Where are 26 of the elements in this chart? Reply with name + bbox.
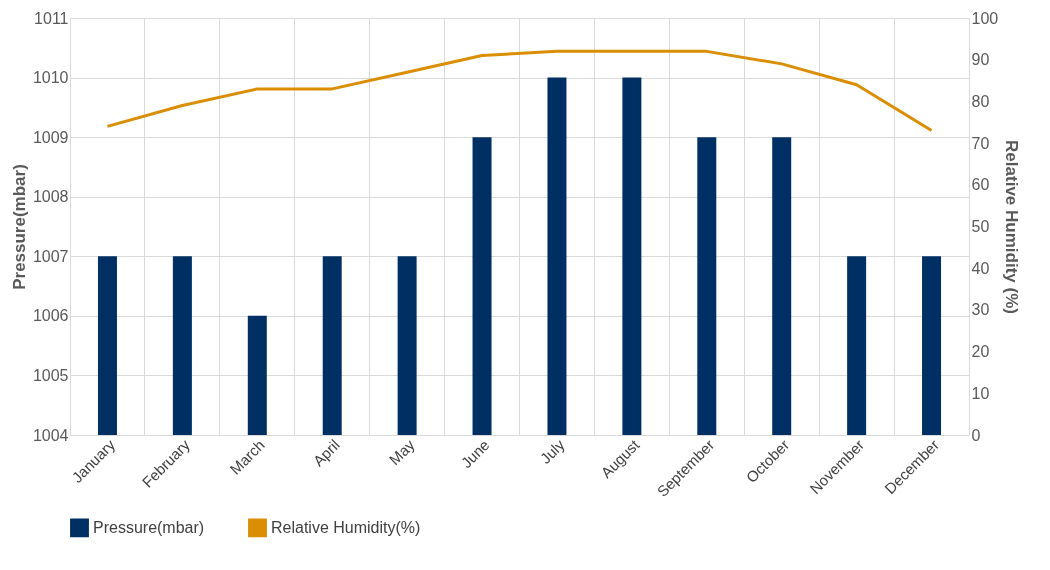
- y-axis-title: Pressure(mbar): [9, 164, 29, 290]
- y2-tick-label: 0: [971, 426, 981, 444]
- y2-tick-label: 20: [971, 343, 990, 361]
- y-tick-label: 1006: [32, 307, 69, 325]
- y-tick-label: 1007: [32, 247, 69, 265]
- y-tick-label: 1005: [32, 366, 69, 384]
- x-tick-label: May: [385, 435, 419, 469]
- y2-tick-label: 60: [971, 176, 990, 194]
- y2-tick-label: 90: [971, 51, 990, 69]
- y-tick-label: 1004: [32, 426, 69, 444]
- y2-tick-label: 30: [971, 301, 990, 319]
- y-tick-label: 1008: [32, 188, 69, 206]
- y-tick-label: 1010: [32, 69, 69, 87]
- legend-label: Relative Humidity(%): [271, 518, 421, 536]
- y2-tick-label: 10: [971, 384, 990, 402]
- y-tick-label: 1009: [32, 128, 69, 146]
- y2-tick-label: 100: [971, 9, 999, 27]
- line-series: [105, 49, 934, 133]
- y2-tick-label: 80: [971, 92, 990, 110]
- y2-tick-label: 40: [971, 259, 990, 277]
- y2-axis-title: Relative Humidity (%): [1002, 140, 1022, 314]
- y-tick-label: 1011: [34, 9, 69, 27]
- legend-label: Pressure(mbar): [93, 518, 205, 536]
- x-tick-label: July: [536, 435, 568, 467]
- y2-tick-label: 50: [971, 218, 990, 235]
- y2-tick-label: 70: [971, 134, 990, 152]
